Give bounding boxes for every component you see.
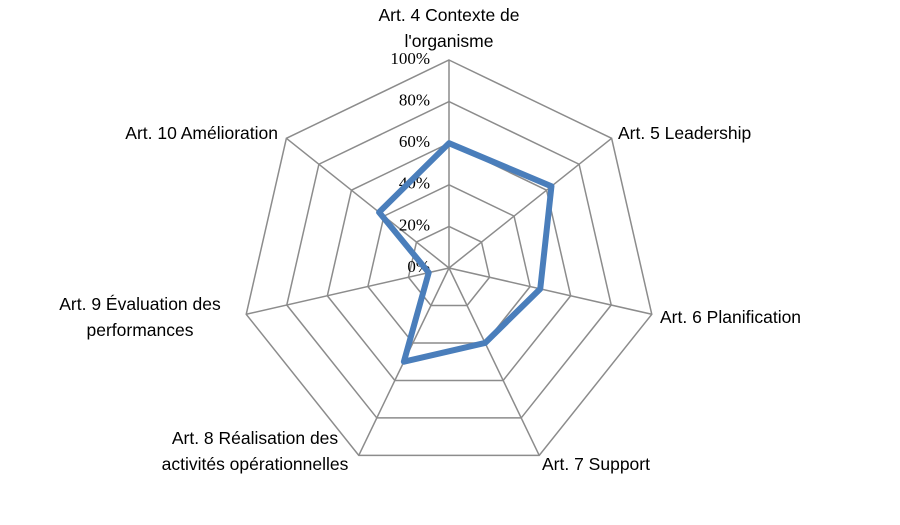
- series-line: [376, 140, 555, 365]
- grid-ring: [245, 59, 653, 457]
- grid-ring: [367, 183, 531, 344]
- spoke: [285, 137, 450, 269]
- category-label: Art. 8 Réalisation des activités opérati…: [161, 428, 349, 474]
- category-label: Art. 5 Leadership: [618, 123, 752, 143]
- spoke: [448, 267, 540, 456]
- tick-label: 20%: [399, 215, 430, 234]
- category-label: Art. 9 Évaluation des performances: [59, 294, 221, 340]
- spoke: [448, 267, 652, 316]
- category-label: Art. 4 Contexte de l'organisme: [378, 5, 520, 51]
- grid-ring: [407, 225, 491, 307]
- category-label: Art. 10 Amélioration: [125, 123, 278, 143]
- grid-ring: [285, 100, 613, 419]
- category-label: Art. 6 Planification: [660, 307, 802, 327]
- tick-label: 100%: [390, 49, 430, 68]
- spoke: [246, 267, 450, 316]
- spoke: [448, 137, 613, 269]
- category-label: Art. 7 Support: [542, 454, 650, 474]
- tick-label: 60%: [399, 132, 430, 151]
- tick-label: 80%: [399, 91, 430, 110]
